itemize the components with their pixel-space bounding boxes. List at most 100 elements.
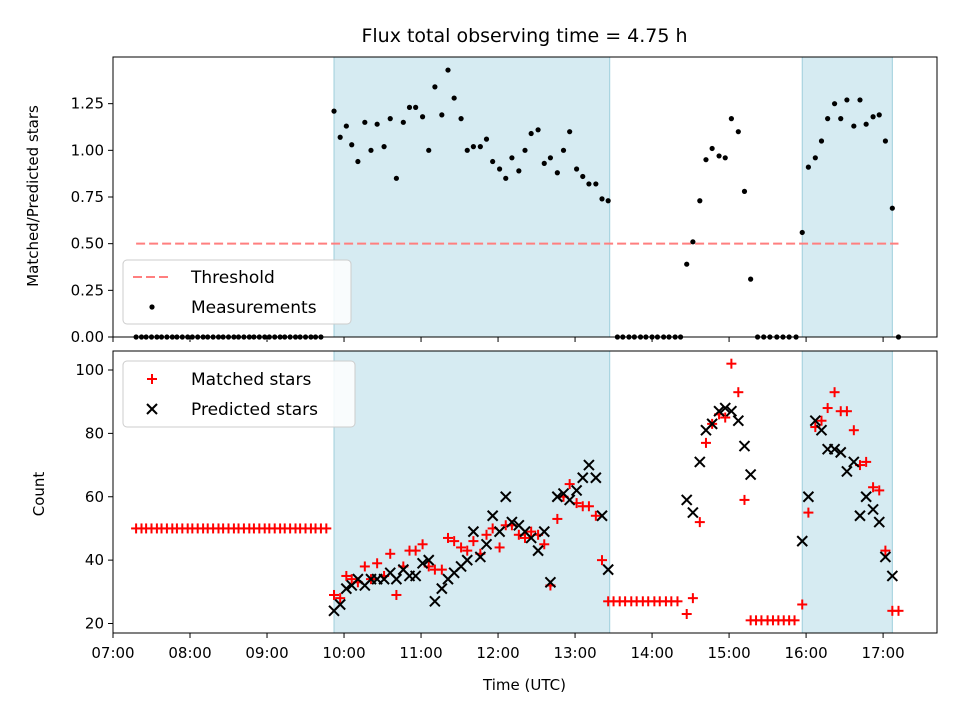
predicted-star-point (590, 472, 602, 484)
bottom-legend-box (122, 360, 356, 428)
measurement-point (464, 147, 470, 153)
measurement-point (586, 181, 592, 187)
predicted-star-point (500, 491, 512, 503)
measurement-point (343, 123, 349, 129)
matched-star-point (462, 545, 473, 556)
measurement-point (337, 134, 343, 140)
predicted-star-point (886, 570, 899, 582)
measurement-point (496, 166, 503, 172)
measurement-point (490, 158, 496, 165)
measurement-point (349, 142, 355, 148)
predicted-star-point (835, 446, 847, 459)
predicted-star-point (879, 551, 892, 563)
predicted-star-stroke-b (694, 456, 706, 468)
predicted-star-stroke-b (835, 446, 847, 459)
measurement-point (445, 67, 451, 73)
predicted-star-point (480, 538, 493, 550)
measurement-point (400, 119, 406, 125)
legend-predicted-label: Predicted stars (191, 400, 318, 420)
predicted-star-point (467, 525, 480, 538)
chart-title: Flux total observing time = 4.75 h (361, 25, 687, 47)
predicted-star-point (725, 405, 738, 417)
matched-star-point (848, 425, 859, 436)
measurement-point (477, 144, 483, 150)
matched-star-point (700, 437, 711, 448)
x-axis-label: Time (UTC) (482, 676, 566, 694)
x-tick-label: 15:00 (707, 644, 750, 662)
legend-threshold-label: Threshold (190, 268, 275, 288)
predicted-star-stroke-b (461, 554, 473, 566)
matched-star-point (385, 548, 396, 559)
top-y-tick-label: 1.00 (71, 141, 104, 159)
predicted-star-stroke-b (538, 525, 550, 538)
predicted-star-point (828, 443, 841, 455)
predicted-star-stroke-b (577, 472, 589, 484)
predicted-star-point (602, 563, 614, 576)
x-tick-label: 10:00 (322, 644, 365, 662)
measurement-point (426, 147, 432, 153)
matched-star-point (590, 510, 601, 521)
measurement-point (573, 166, 580, 172)
measurement-point (331, 108, 337, 114)
measurement-point (748, 276, 754, 282)
predicted-star-point (681, 494, 693, 506)
predicted-star-stroke-b (352, 573, 364, 585)
measurement-point (374, 121, 380, 127)
matched-star-point (583, 501, 594, 512)
measurement-point (419, 114, 426, 120)
measurement-point (413, 104, 419, 110)
measurement-point (838, 116, 844, 122)
predicted-star-point (506, 516, 518, 528)
matched-star-point (880, 545, 891, 556)
x-tick-label: 17:00 (861, 644, 904, 662)
measurement-point (554, 170, 560, 176)
predicted-star-stroke-b (506, 516, 518, 528)
bottom-y-tick-label: 60 (85, 488, 104, 506)
matched-star-point (449, 536, 460, 547)
measurement-point (599, 196, 605, 202)
predicted-star-stroke-b (480, 538, 493, 550)
measurement-point (709, 145, 715, 152)
predicted-star-point (486, 510, 499, 522)
measurement-point (882, 138, 889, 144)
top-y-tick-label: 1.25 (71, 95, 104, 113)
predicted-star-stroke-b (390, 573, 403, 585)
measurement-point (684, 261, 690, 267)
predicted-star-stroke-b (681, 494, 693, 506)
matched-star-point (436, 564, 447, 575)
x-tick-label: 11:00 (399, 644, 442, 662)
x-tick-label: 14:00 (630, 644, 673, 662)
predicted-star-stroke-b (551, 491, 564, 503)
predicted-star-point (416, 557, 429, 569)
predicted-star-stroke-b (744, 468, 757, 481)
measurement-point (716, 153, 722, 159)
predicted-star-stroke-b (732, 415, 745, 427)
bottom-observing-window-0 (333, 350, 611, 634)
predicted-star-point (809, 415, 822, 427)
predicted-star-stroke-b (713, 405, 725, 417)
matched-star-point (841, 406, 852, 417)
matched-star-point (861, 456, 872, 467)
measurement-point (470, 144, 477, 150)
measurement-point (406, 104, 413, 110)
predicted-star-stroke-b (557, 487, 570, 500)
legend-measurements-label: Measurements (191, 298, 317, 318)
matched-star-point (672, 596, 683, 607)
legend-predicted-stroke-b (146, 403, 158, 415)
x-tick-label: 16:00 (784, 644, 827, 662)
predicted-star-point (493, 525, 506, 538)
predicted-star-point (532, 544, 544, 557)
top-y-tick-label: 0.25 (71, 281, 104, 299)
predicted-star-point (694, 456, 706, 468)
legend-matched-swatch (147, 374, 157, 384)
matched-star-point (346, 574, 357, 585)
predicted-star-point (544, 576, 557, 589)
matched-star-point (442, 532, 453, 543)
predicted-star-stroke-b (474, 551, 487, 563)
predicted-star-stroke-b (841, 465, 853, 478)
x-tick-label: 09:00 (245, 644, 288, 662)
predicted-star-point (796, 535, 808, 547)
measurement-point (825, 116, 831, 122)
matched-star-point (417, 539, 428, 550)
matched-star-point (456, 542, 467, 553)
